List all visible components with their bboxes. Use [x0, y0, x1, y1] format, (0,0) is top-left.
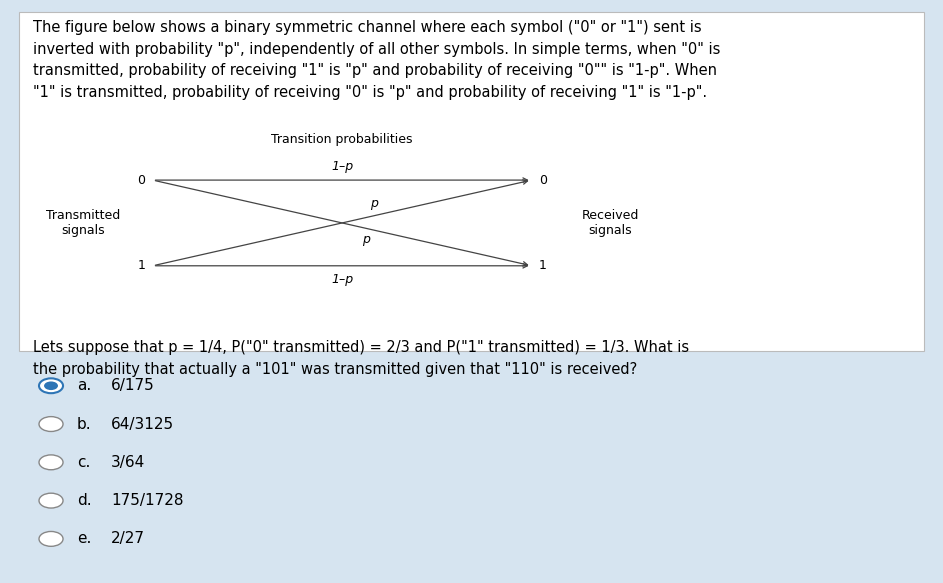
Circle shape: [44, 381, 58, 390]
Text: 3/64: 3/64: [111, 455, 145, 470]
Text: a.: a.: [77, 378, 91, 394]
Text: 1: 1: [539, 259, 547, 272]
Text: 1–p: 1–p: [331, 160, 354, 173]
Text: Received
signals: Received signals: [582, 209, 638, 237]
Circle shape: [39, 417, 63, 431]
Text: 0: 0: [138, 174, 145, 187]
Text: Lets suppose that p = 1/4, P("0" transmitted) = 2/3 and P("1" transmitted) = 1/3: Lets suppose that p = 1/4, P("0" transmi…: [33, 340, 688, 377]
Circle shape: [39, 493, 63, 508]
Text: e.: e.: [77, 531, 91, 546]
Text: 6/175: 6/175: [111, 378, 155, 394]
Text: p: p: [362, 233, 371, 246]
Circle shape: [39, 455, 63, 470]
Text: d.: d.: [77, 493, 91, 508]
Text: The figure below shows a binary symmetric channel where each symbol ("0" or "1"): The figure below shows a binary symmetri…: [33, 20, 720, 100]
Text: 64/3125: 64/3125: [111, 416, 174, 431]
Text: 2/27: 2/27: [111, 531, 145, 546]
Text: 1: 1: [138, 259, 145, 272]
Circle shape: [39, 378, 63, 393]
Text: Transition probabilities: Transition probabilities: [272, 133, 413, 146]
Text: Transmitted
signals: Transmitted signals: [46, 209, 121, 237]
Circle shape: [39, 532, 63, 546]
Text: c.: c.: [77, 455, 91, 470]
Text: 0: 0: [539, 174, 547, 187]
Text: p: p: [370, 198, 378, 210]
FancyBboxPatch shape: [19, 12, 924, 352]
Text: b.: b.: [77, 416, 91, 431]
Text: 175/1728: 175/1728: [111, 493, 184, 508]
Text: 1–p: 1–p: [331, 273, 354, 286]
